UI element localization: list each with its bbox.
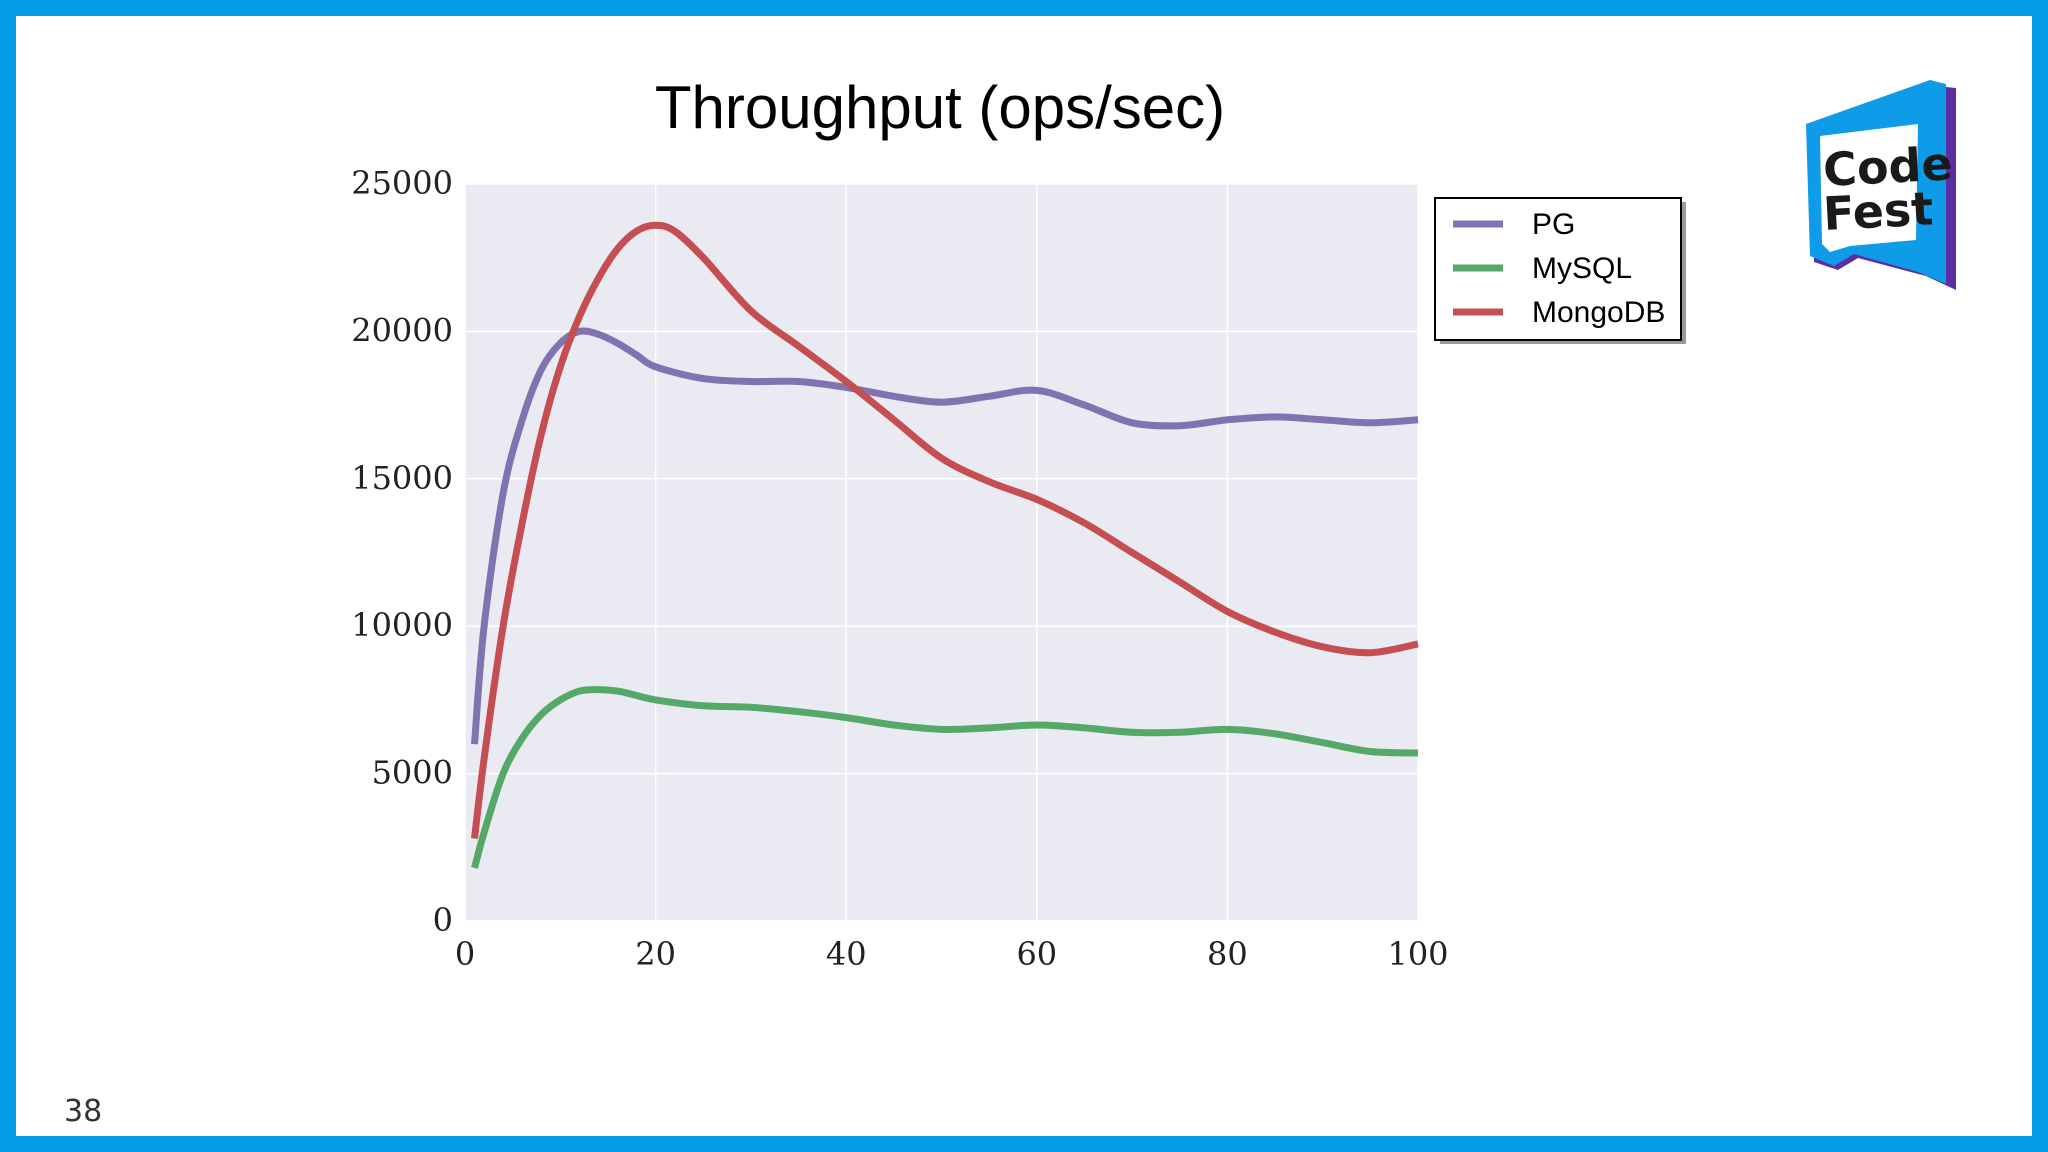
logo-text-fest: Fest (1822, 181, 1935, 241)
codefest-logo: Code Fest (1806, 80, 1956, 290)
series-lines (471, 221, 1419, 869)
y-tick-label: 5000 (372, 754, 453, 792)
throughput-chart: Throughput (ops/sec) 0 20 40 60 80 100 0 5000 1… (351, 74, 1686, 973)
y-tick-label: 25000 (351, 164, 453, 202)
logo-white-panel (1820, 124, 1918, 252)
y-tick-label: 0 (433, 901, 453, 939)
x-tick-label: 100 (1387, 935, 1448, 973)
chart-title: Throughput (ops/sec) (655, 74, 1225, 141)
page-number: 38 (64, 1094, 103, 1129)
x-tick-label: 80 (1207, 935, 1248, 973)
legend: PG MySQL MongoDB (1434, 197, 1686, 344)
x-tick-label: 40 (826, 935, 867, 973)
legend-label-mysql: MySQL (1532, 252, 1632, 285)
logo-text-code: Code (1822, 136, 1954, 197)
y-tick-label: 15000 (351, 459, 453, 497)
legend-label-pg: PG (1532, 208, 1575, 241)
x-tick-label: 60 (1016, 935, 1057, 973)
x-tick-label: 0 (455, 935, 475, 973)
y-axis-ticks: 0 5000 10000 15000 20000 25000 (351, 164, 453, 939)
x-axis-ticks: 0 20 40 60 80 100 (455, 935, 1449, 973)
y-tick-label: 10000 (351, 606, 453, 644)
series-line-mysql (471, 686, 1419, 869)
series-line-pg (471, 327, 1419, 745)
grid-lines (464, 183, 1419, 922)
y-tick-label: 20000 (351, 311, 453, 349)
legend-label-mongodb: MongoDB (1532, 296, 1665, 329)
x-tick-label: 20 (635, 935, 676, 973)
series-line-mongodb (471, 221, 1419, 839)
plot-area (465, 184, 1418, 921)
